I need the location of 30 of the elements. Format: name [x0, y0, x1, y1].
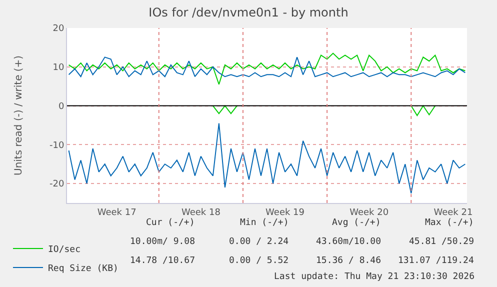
y-tick-label: -20	[49, 180, 64, 190]
line-series	[68, 122, 466, 194]
x-tick-label: Week 21	[434, 208, 473, 218]
line-series	[68, 52, 466, 85]
text: Max (-/+)	[425, 218, 474, 228]
text: 0.00 / 5.52	[229, 256, 289, 266]
y-tick-label: -10	[49, 140, 64, 151]
x-tick-label: Week 19	[266, 208, 305, 218]
text: 15.36 / 8.46	[316, 256, 382, 266]
text: Cur (-/+)	[146, 218, 195, 228]
text: 43.60m/10.00	[316, 237, 382, 247]
text: Min (-/+)	[240, 218, 289, 228]
x-tick-label: Week 20	[350, 208, 389, 218]
text: 45.81 /50.29	[409, 237, 474, 247]
y-tick-label: 10	[52, 63, 64, 74]
y-tick-label: 20	[52, 24, 64, 34]
x-tick-label: Week 17	[97, 208, 136, 218]
x-tick-label: Week 18	[181, 208, 221, 218]
chart-title: IOs for /dev/nvme0n1 - by month	[148, 5, 348, 20]
text: Avg (-/+)	[332, 218, 381, 228]
legend-label: Req Size (KB)	[48, 264, 118, 274]
y-axis-title: Units read (-) / write (+)	[14, 55, 24, 176]
line-series	[68, 56, 466, 78]
y-tick-label: 0	[58, 102, 64, 112]
text: Last update: Thu May 21 23:10:30 2026	[274, 272, 474, 282]
text: 0.00 / 2.24	[229, 237, 289, 247]
legend-label: IO/sec	[48, 245, 81, 256]
text: 14.78 /10.67	[130, 256, 196, 266]
text: 131.07 /119.24	[398, 256, 474, 266]
text: 10.00m/ 9.08	[130, 237, 196, 247]
